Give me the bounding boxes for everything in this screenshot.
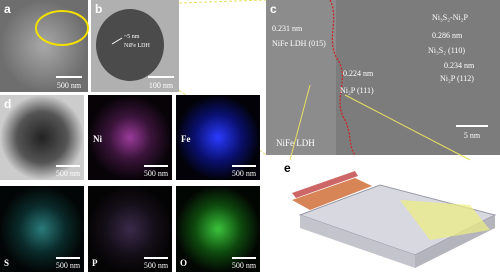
- crystal-model: [292, 171, 497, 268]
- annotation: NiFe LDH (015): [272, 39, 326, 48]
- annotation: Ni₃S₂-Ni₂P: [432, 13, 468, 22]
- element-label: S: [4, 258, 9, 268]
- scale-bars: [56, 165, 256, 259]
- annotation: 0.286 nm: [432, 31, 463, 40]
- guide-line: [289, 84, 311, 161]
- particle: [96, 9, 164, 81]
- guide-line: [344, 94, 471, 161]
- ldh-layer: [292, 178, 372, 210]
- panel-label: e: [284, 161, 291, 175]
- element-label: P: [92, 258, 98, 268]
- pointer: [111, 37, 123, 45]
- element-label: Ni: [93, 134, 102, 144]
- panel-label: c: [270, 2, 277, 16]
- interface-line: [329, 0, 356, 156]
- annotation: Ni₃S₂ (110): [428, 46, 465, 55]
- annotation: Ni₂P (111): [340, 86, 374, 95]
- p-map: [88, 186, 172, 272]
- tem-map: [0, 95, 84, 180]
- annotation: NiFe LDH: [276, 138, 315, 148]
- substrate-side: [300, 215, 415, 268]
- scale-label: 500 nm: [144, 261, 169, 270]
- s-map: [0, 186, 84, 272]
- panel-label: b: [95, 2, 102, 16]
- hrtem-region: [266, 0, 336, 155]
- annotation: 0.224 nm: [343, 69, 374, 78]
- highlight-ellipse: [35, 10, 89, 46]
- scale-label: 500 nm: [144, 169, 169, 178]
- scale-label: 5 nm: [464, 131, 481, 140]
- scale-label: 500 nm: [232, 169, 257, 178]
- annotation: NiFe LDH: [124, 43, 150, 49]
- element-label: Fe: [181, 134, 191, 144]
- scale-label: 500 nm: [56, 261, 81, 270]
- annotation: 0.234 nm: [444, 61, 475, 70]
- scale-label: 500 nm: [57, 81, 82, 90]
- guide-line: [178, 0, 267, 4]
- annotation: ~5 nm: [124, 34, 140, 40]
- ldh-top: [292, 171, 358, 198]
- annotation: Ni₂P (112): [440, 74, 474, 83]
- scale-label: 100 nm: [149, 81, 174, 90]
- annotation: 0.231 nm: [272, 24, 303, 33]
- scale-label: 500 nm: [232, 261, 257, 270]
- element-label: O: [180, 258, 187, 268]
- eds-maps: [0, 95, 260, 272]
- scale-label: 500 nm: [56, 169, 81, 178]
- o-map: [176, 186, 260, 272]
- panel-label: a: [4, 2, 11, 16]
- panel-label: d: [4, 97, 11, 111]
- yellow-layer: [400, 200, 490, 240]
